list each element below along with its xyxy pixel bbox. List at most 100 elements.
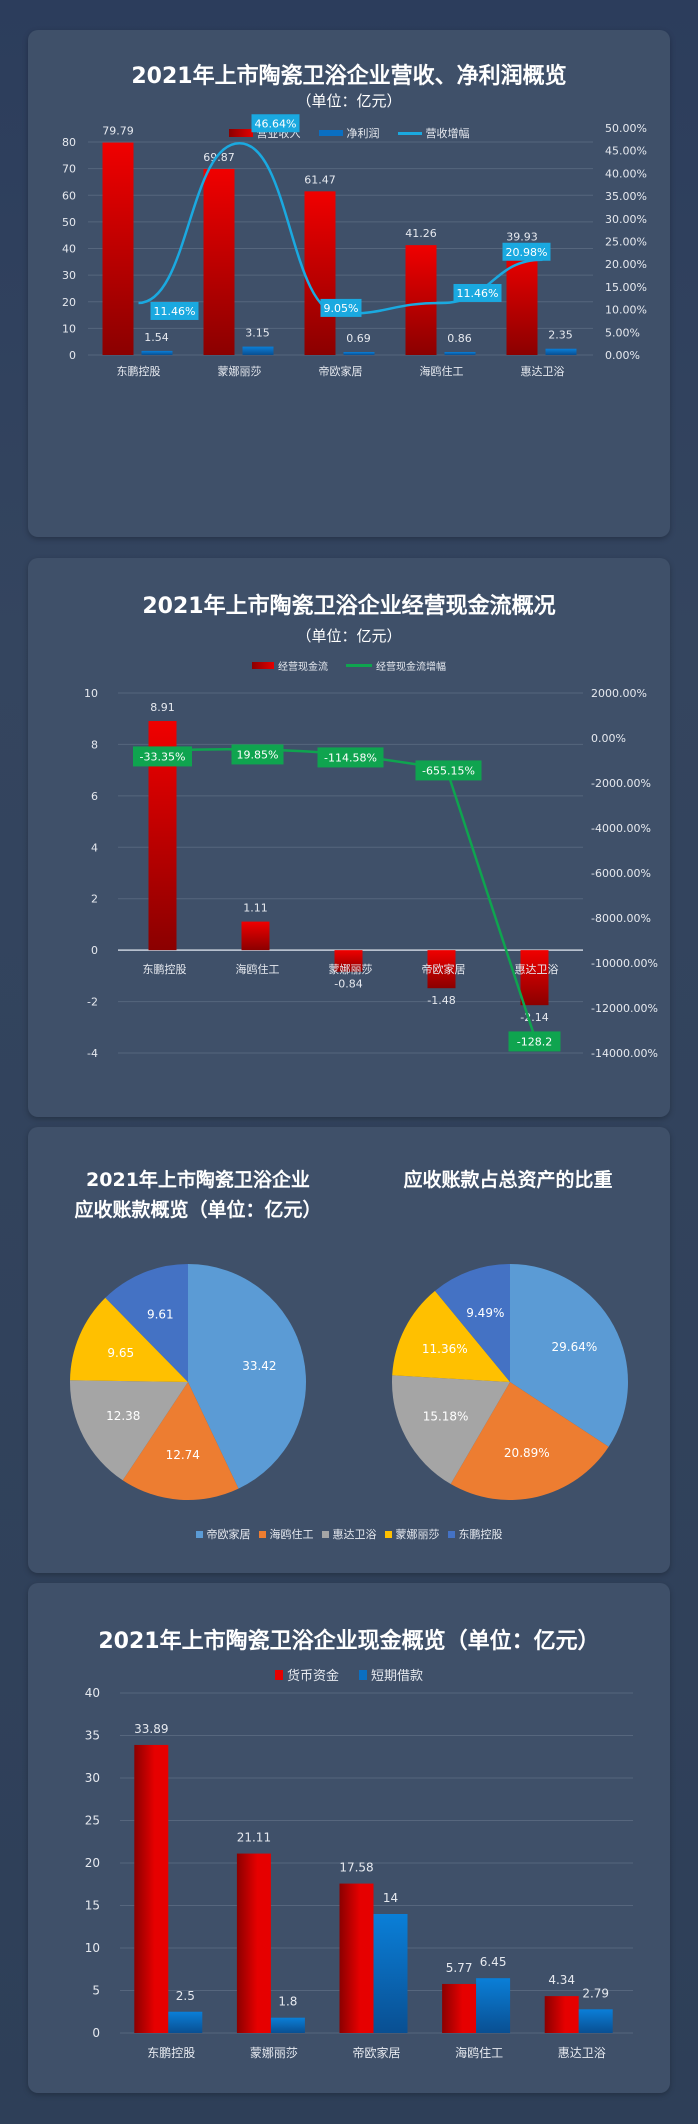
short-term-loan-bar (476, 1978, 511, 2033)
y-tick-label: 10 (84, 687, 98, 700)
legend-item-cash: 货币资金 (274, 1665, 339, 1684)
x-category-label: 帝欧家居 (422, 962, 466, 976)
y-tick-label: 15 (85, 1899, 100, 1913)
cashflow-value-label: 1.11 (243, 902, 268, 915)
y2-tick-label: -12000.00% (591, 1002, 658, 1015)
y-tick-label: 40 (62, 243, 76, 256)
receivables-ratio-title: 应收账款占总资产的比重 (403, 1169, 613, 1191)
x-category-label: 蒙娜丽莎 (218, 364, 262, 378)
legend-item-net-profit: 净利润 (318, 125, 380, 141)
cashflow-panel: 2021年上市陶瓷卫浴企业经营现金流概况 （单位：亿元） 经营现金流 经营现金流… (28, 558, 670, 1117)
legend-item-revenue-growth: 营收增幅 (397, 125, 470, 141)
growth-label: -128.2 (517, 1035, 552, 1048)
y-tick-label: 35 (85, 1729, 100, 1743)
x-category-label: 东鹏控股 (143, 962, 187, 976)
loan-value-label: 2.79 (582, 1986, 609, 2000)
revenue-value-label: 69.87 (203, 151, 235, 164)
y2-tick-label: 0.00% (591, 732, 626, 745)
growth-label-box (317, 747, 384, 768)
y2-tick-label: -4000.00% (591, 822, 651, 835)
growth-label: -33.35% (140, 750, 186, 763)
cash-value-label: 17.58 (339, 1861, 373, 1875)
cashflow-value-label: 8.91 (150, 701, 175, 714)
chart-title: 2021年上市陶瓷卫浴企业营收、净利润概览 (131, 64, 567, 89)
y2-tick-label: 15.00% (605, 281, 647, 294)
pie-slice (510, 1264, 628, 1447)
loan-value-label: 1.8 (278, 1995, 297, 2009)
cash-value-label: 33.89 (134, 1722, 168, 1736)
cash-bar (236, 1853, 271, 2033)
loan-value-label: 2.5 (176, 1989, 195, 2003)
x-category-label: 海鸥住工 (236, 962, 280, 976)
revenue-value-label: 41.26 (405, 227, 437, 240)
y-tick-label: -4 (87, 1047, 98, 1060)
growth-label: -655.15% (422, 764, 475, 777)
y-tick-label: 5 (92, 1984, 100, 1998)
legend-item: 帝欧家居 (195, 1526, 251, 1542)
y-tick-label: 30 (62, 269, 76, 282)
y-tick-label: 40 (85, 1686, 100, 1700)
net-profit-value-label: 1.54 (144, 331, 169, 344)
cashflow-chart: -4 -2 0 2 4 6 8 10 -14000.00% -12000.00% -10000.00… (84, 687, 658, 1060)
legend-swatch-icon (447, 1530, 455, 1538)
x-category-label: 东鹏控股 (147, 2046, 195, 2060)
pie-slice (392, 1375, 510, 1485)
net-profit-bar (545, 348, 577, 355)
legend-swatch-icon (195, 1530, 203, 1538)
cash-bar (339, 1883, 374, 2033)
chart-title: 2021年上市陶瓷卫浴企业现金概览（单位：亿元） (98, 1629, 600, 1654)
y-tick-label: 25 (85, 1814, 100, 1828)
red-square-swatch-icon (274, 1669, 283, 1680)
cashflow-bar (334, 950, 363, 972)
growth-label-box (415, 760, 482, 781)
legend-swatch-icon (384, 1530, 392, 1538)
x-category-label: 帝欧家居 (352, 2045, 400, 2060)
cash-chart: 0 5 10 15 20 25 30 35 40 33.89 2.5 东鹏控股 21.11 1.8 蒙娜丽莎… (85, 1686, 633, 2060)
pie-slice (105, 1264, 188, 1382)
legend-item: 东鹏控股 (447, 1526, 503, 1542)
revenue-profit-panel: 2021年上市陶瓷卫浴企业营收、净利润概览 （单位：亿元） 营业收入 净利润 营… (28, 30, 670, 537)
pie-slice-label: 9.65 (107, 1346, 134, 1360)
y2-tick-label: 20.00% (605, 258, 647, 271)
legend-swatch-icon (321, 1530, 329, 1538)
y-tick-label: 2 (91, 893, 98, 906)
short-term-loan-bar (270, 2017, 305, 2033)
cash-bar (134, 1744, 169, 2033)
cyan-line-swatch-icon (397, 131, 422, 135)
short-term-loan-bar (578, 2009, 613, 2033)
pie-slice (450, 1382, 609, 1500)
growth-label-box (508, 1031, 561, 1052)
x-category-label: 蒙娜丽莎 (329, 962, 373, 976)
blue-bar-swatch-icon (318, 130, 343, 136)
y2-tick-label: 35.00% (605, 190, 647, 203)
cashflow-bar (520, 950, 549, 1006)
legend-item-short-term-loan: 短期借款 (359, 1665, 423, 1684)
chart-legend: 经营现金流 经营现金流增幅 (28, 658, 670, 673)
growth-label-box (453, 283, 502, 302)
y-tick-label: -2 (87, 996, 98, 1009)
net-profit-value-label: 3.15 (245, 327, 270, 340)
growth-label-box (133, 746, 192, 767)
growth-label-box (231, 744, 284, 765)
pie-slice-label: 9.61 (147, 1307, 174, 1321)
x-category-label: 东鹏控股 (117, 364, 161, 378)
x-category-label: 海鸥住工 (455, 2045, 503, 2060)
pie-slice (434, 1264, 510, 1382)
cash-value-label: 4.34 (548, 1973, 575, 1987)
cash-panel: 2021年上市陶瓷卫浴企业现金概览（单位：亿元） 货币资金 短期借款 0 5 10 1… (28, 1583, 670, 2093)
green-line-swatch-icon (346, 664, 372, 667)
loan-value-label: 6.45 (480, 1955, 507, 1969)
pie-slice (70, 1380, 188, 1481)
legend-item-cashflow: 经营现金流 (252, 658, 328, 673)
y-tick-label: 60 (62, 189, 76, 202)
red-bar-swatch-icon (228, 129, 253, 137)
pie-slice (392, 1290, 510, 1382)
legend-item: 惠达卫浴 (321, 1526, 377, 1542)
revenue-bar (506, 248, 538, 355)
pie-slice (122, 1382, 239, 1500)
y2-tick-label: 0.00% (605, 349, 640, 362)
growth-label-box (502, 242, 551, 261)
cashflow-value-label: -0.84 (334, 978, 362, 991)
pie-legend: 帝欧家居 海鸥住工 惠达卫浴 蒙娜丽莎 东鹏控股 (28, 1526, 670, 1542)
growth-label-box (251, 114, 300, 133)
